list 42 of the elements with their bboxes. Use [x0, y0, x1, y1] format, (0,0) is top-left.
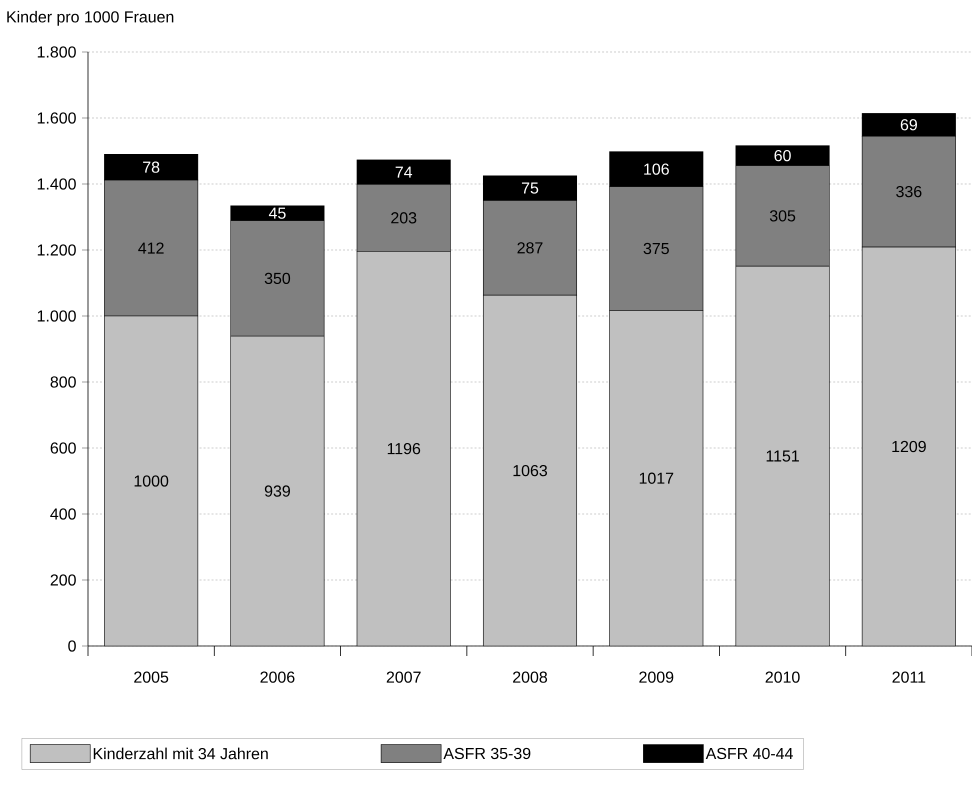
- data-label: 75: [522, 182, 538, 194]
- y-axis-title: Kinder pro 1000 Frauen: [7, 10, 174, 26]
- data-label: 287: [518, 242, 542, 254]
- data-label: 1209: [892, 440, 926, 452]
- data-label: 1196: [388, 443, 420, 454]
- x-tick-label: 2009: [639, 672, 674, 683]
- x-tick-label: 2010: [766, 672, 800, 683]
- x-tick-label: 2007: [386, 672, 421, 683]
- y-tick-label: 1.600: [38, 112, 76, 124]
- legend-label: Kinderzahl mit 34 Jahren: [94, 748, 268, 760]
- data-label: 1000: [134, 475, 168, 487]
- data-label: 1063: [513, 464, 548, 476]
- y-tick-label: 600: [50, 442, 76, 454]
- data-label: 375: [644, 242, 669, 254]
- y-tick-label: 1.200: [38, 244, 76, 256]
- y-tick-label: 1.400: [38, 178, 76, 190]
- data-label: 1151: [766, 450, 799, 462]
- legend-label: ASFR 40-44: [706, 748, 793, 760]
- y-tick-label: 200: [50, 574, 76, 586]
- data-label: 1017: [640, 472, 674, 484]
- data-label: 305: [770, 210, 796, 222]
- data-label: 60: [774, 150, 791, 162]
- data-label: 106: [644, 164, 669, 175]
- x-tick-label: 2005: [134, 672, 168, 683]
- y-tick-label: 1.800: [38, 46, 76, 58]
- y-tick-label: 0: [68, 640, 76, 652]
- x-tick-label: 2008: [513, 672, 548, 683]
- y-tick-label: 800: [50, 376, 76, 388]
- x-tick-label: 2006: [260, 672, 294, 683]
- data-label: 939: [264, 485, 290, 497]
- x-tick-label: 2011: [892, 672, 926, 683]
- data-label: 350: [264, 272, 290, 284]
- legend-label: ASFR 35-39: [443, 748, 530, 760]
- data-label: 412: [138, 242, 164, 254]
- data-label: 69: [900, 119, 917, 130]
- y-tick-label: 400: [50, 508, 76, 520]
- data-label: 45: [268, 208, 286, 219]
- data-label: 203: [391, 212, 416, 224]
- data-label: 336: [896, 186, 922, 198]
- data-label: 78: [143, 162, 160, 173]
- y-tick-label: 1.000: [38, 310, 76, 322]
- data-label: 74: [396, 166, 412, 178]
